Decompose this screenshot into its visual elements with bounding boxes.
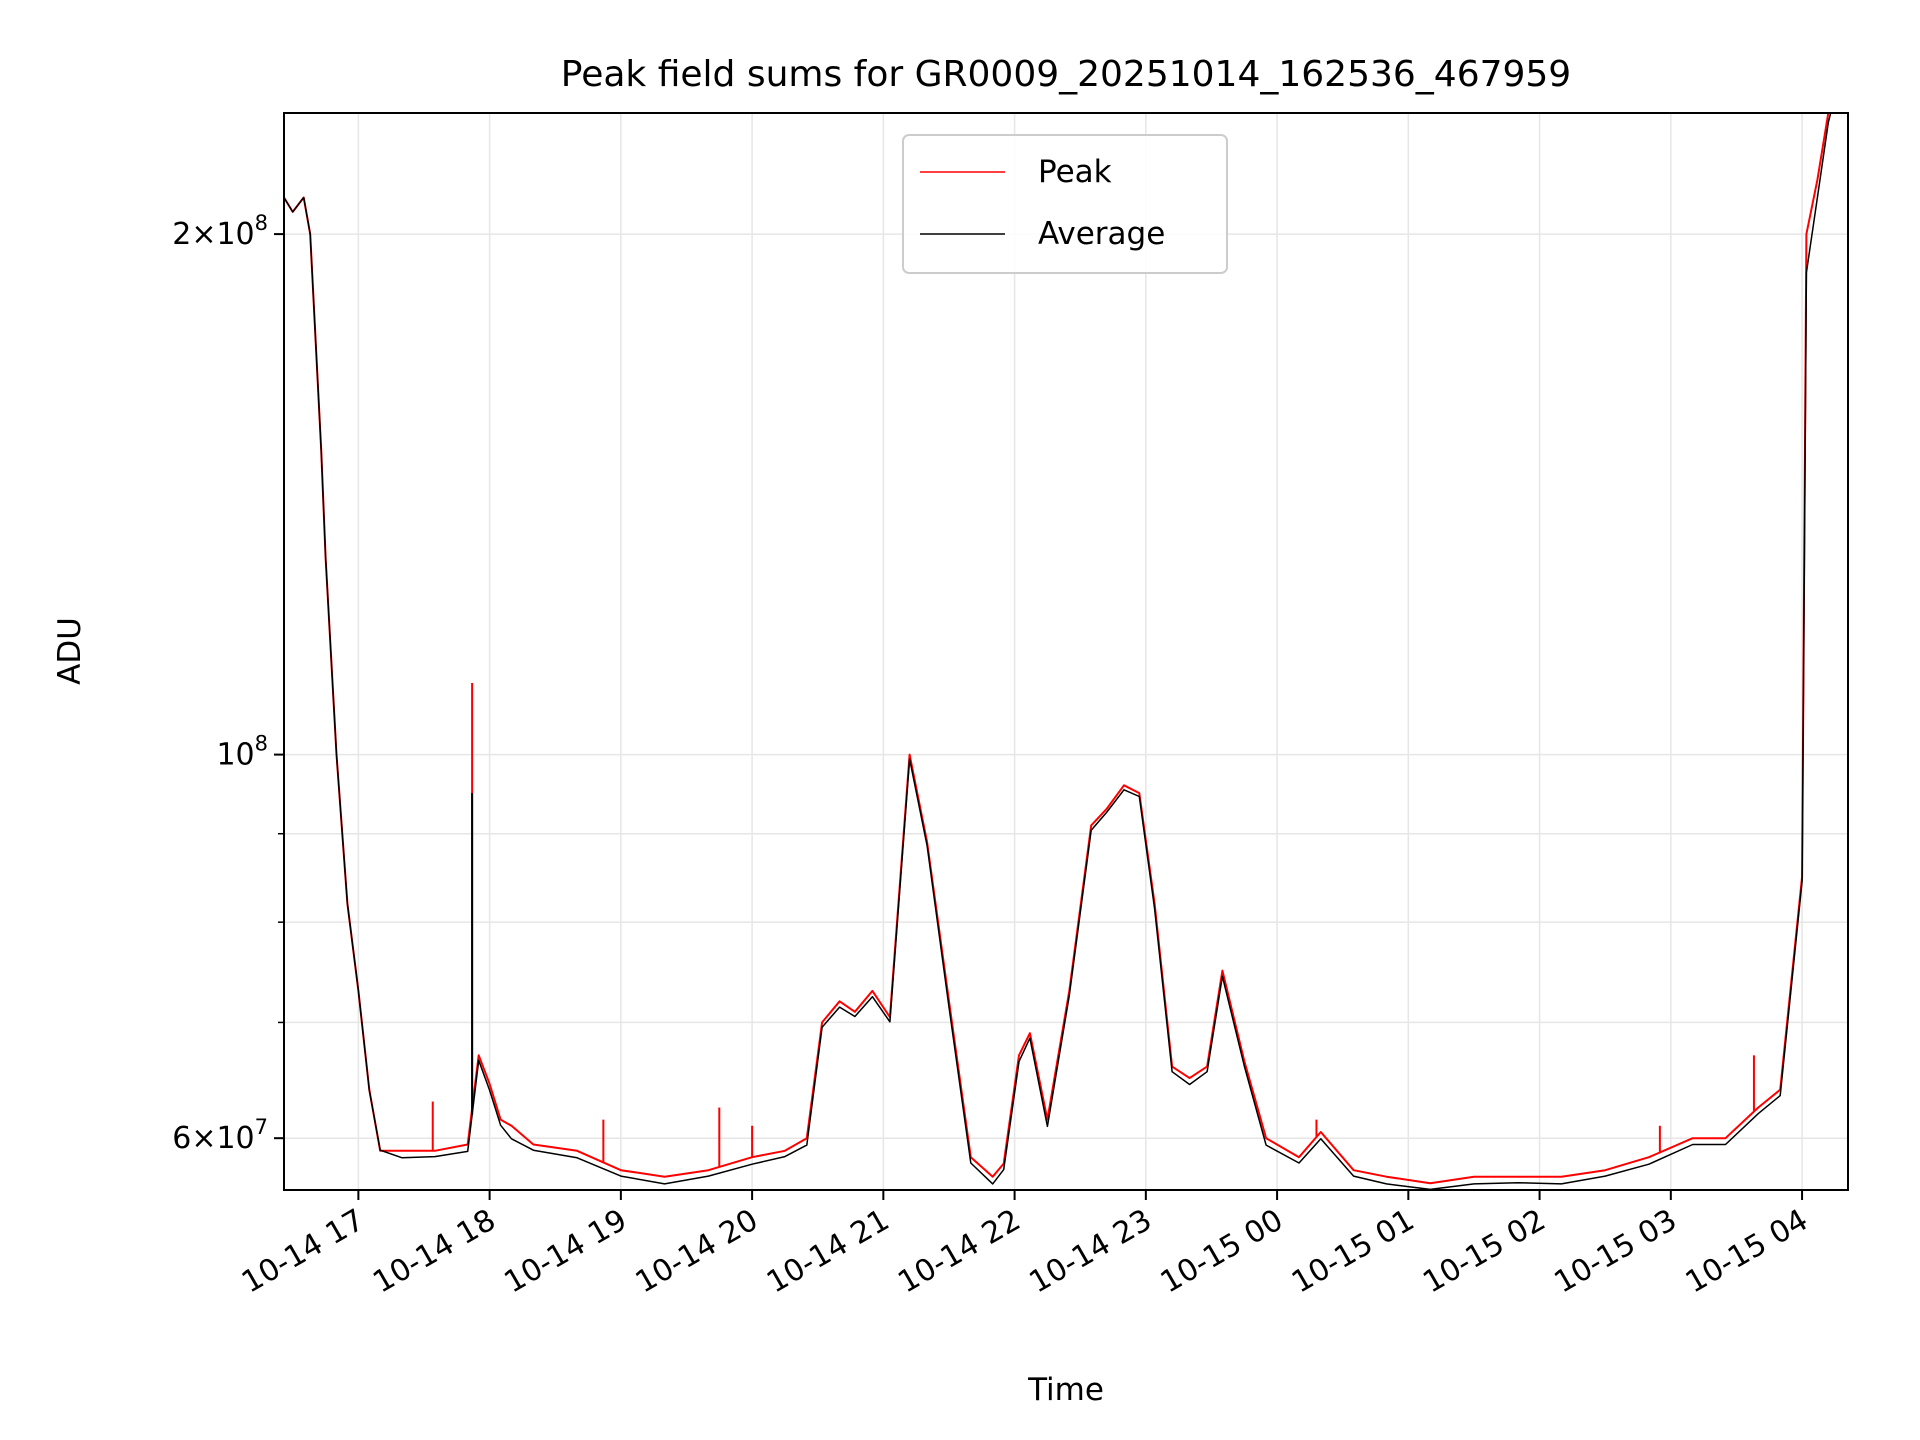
series-line-peak	[284, 113, 1830, 1185]
y-tick-label: 2×108	[172, 211, 268, 252]
x-axis-label: Time	[1027, 1372, 1104, 1408]
grid	[284, 113, 1848, 1190]
legend-label-average: Average	[1038, 216, 1165, 252]
chart-title: Peak field sums for GR0009_20251014_1625…	[561, 54, 1571, 95]
legend-box	[902, 134, 1228, 274]
y-axis-label: ADU	[52, 617, 88, 685]
y-axis: 6×107 108 2×108	[172, 211, 284, 1156]
series-layer	[284, 113, 1832, 1190]
plot-frame	[283, 112, 1849, 1191]
y-tick-label: 6×107	[172, 1115, 268, 1156]
y-tick-label: 108	[216, 732, 268, 773]
legend-label-peak: Peak	[1038, 154, 1112, 190]
legend: Peak Average	[902, 134, 1228, 274]
series-line-average	[284, 113, 1832, 1190]
